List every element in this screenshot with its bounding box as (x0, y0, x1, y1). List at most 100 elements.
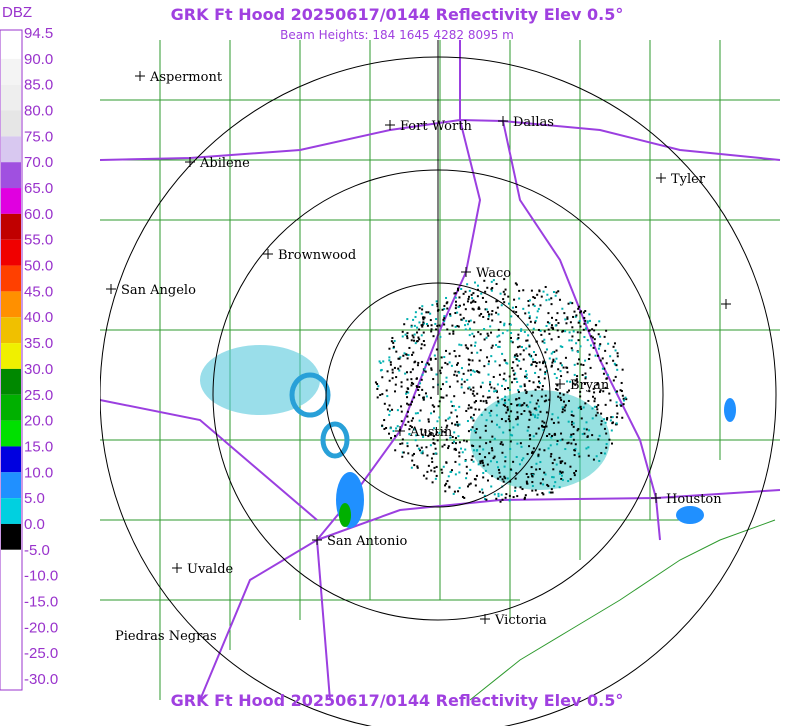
echo-dot (576, 362, 579, 365)
echo-dot (399, 356, 402, 359)
echo-dot (506, 329, 509, 332)
echo-dot (593, 391, 596, 394)
echo-dot (536, 310, 539, 313)
echo-dot (516, 354, 519, 357)
echo-dot (565, 322, 568, 325)
echo-dot (530, 472, 533, 475)
echo-dot (510, 403, 513, 406)
echo-dot (429, 357, 432, 360)
echo-dot (398, 369, 401, 372)
echo-dot (429, 319, 432, 322)
echo-dot (447, 417, 450, 420)
echo-dot (407, 354, 410, 357)
echo-dot (572, 422, 575, 425)
echo-dot (476, 351, 479, 354)
echo-dot (464, 448, 467, 451)
echo-dot (499, 475, 502, 478)
colorbar-band (1, 446, 21, 473)
echo-dot (473, 429, 476, 432)
echo-dot (477, 307, 480, 310)
echo-dot (430, 367, 433, 370)
echo-dot (539, 482, 542, 485)
echo-dot (433, 410, 436, 413)
echo-dot (561, 408, 564, 411)
city-marker (395, 426, 405, 436)
echo-dot (485, 442, 488, 445)
echo-dot (465, 346, 468, 349)
echo-dot (389, 363, 392, 366)
echo-dot (468, 320, 471, 323)
echo-dot (449, 436, 452, 439)
colorbar-frame (0, 29, 23, 691)
echo-dot (452, 330, 455, 333)
echo-dot (619, 403, 622, 406)
echo-dot (574, 443, 577, 446)
echo-dot (516, 417, 519, 420)
echo-dot (514, 477, 517, 480)
echo-dot (528, 410, 531, 413)
echo-dot (543, 400, 546, 403)
echo-dot (478, 452, 481, 455)
echo-dot (556, 388, 559, 391)
echo-dot (615, 404, 618, 407)
echo-dot (525, 373, 528, 376)
echo-dot (504, 402, 507, 405)
echo-dot (445, 438, 448, 441)
echo-dot (462, 372, 465, 375)
echo-dot (550, 303, 553, 306)
colorbar-band (1, 291, 21, 318)
echo-dot (537, 405, 540, 408)
echo-dot (457, 306, 460, 309)
echo-dot (504, 477, 507, 480)
echo-dot (598, 434, 601, 437)
echo-dot (592, 387, 595, 390)
echo-dot (569, 465, 572, 468)
echo-dot (391, 368, 394, 371)
echo-dot (466, 347, 469, 350)
echo-dot (566, 317, 569, 320)
echo-dot (550, 436, 553, 439)
echo-dot (460, 367, 463, 370)
echo-dot (379, 393, 382, 396)
echo-dot (536, 293, 539, 296)
echo-dot (497, 492, 500, 495)
echo-dot (444, 490, 447, 493)
echo-dot (492, 279, 495, 282)
echo-dot (490, 331, 493, 334)
echo-dot (467, 404, 470, 407)
echo-dot (480, 292, 483, 295)
echo-dot (573, 472, 576, 475)
echo-dot (597, 438, 600, 441)
echo-dot (389, 427, 392, 430)
echo-dot (600, 452, 603, 455)
echo-dot (406, 445, 409, 448)
echo-dot (556, 329, 559, 332)
echo-dot (475, 474, 478, 477)
echo-dot (516, 404, 519, 407)
echo-dot (512, 426, 515, 429)
echo-dot (503, 399, 506, 402)
echo-dot (527, 300, 530, 303)
colorbar-label: -10.0 (24, 568, 58, 585)
echo-dot (411, 400, 414, 403)
colorbar-band (1, 110, 21, 137)
echo-dot (469, 468, 472, 471)
echo-dot (439, 335, 442, 338)
echo-dot (441, 445, 444, 448)
echo-dot (502, 378, 505, 381)
echo-dot (579, 395, 582, 398)
echo-dot (417, 361, 420, 364)
echo-dot (427, 311, 430, 314)
echo-dot (572, 315, 575, 318)
echo-dot (535, 468, 538, 471)
echo-dot (495, 300, 498, 303)
echo-dot (443, 443, 446, 446)
echo-dot (456, 287, 459, 290)
echo-dot (508, 323, 511, 326)
echo-dot (472, 419, 475, 422)
echo-dot (530, 466, 533, 469)
colorbar-band (1, 188, 21, 214)
echo-dot (502, 290, 505, 293)
echo-dot (595, 383, 598, 386)
echo-dot (470, 351, 473, 354)
